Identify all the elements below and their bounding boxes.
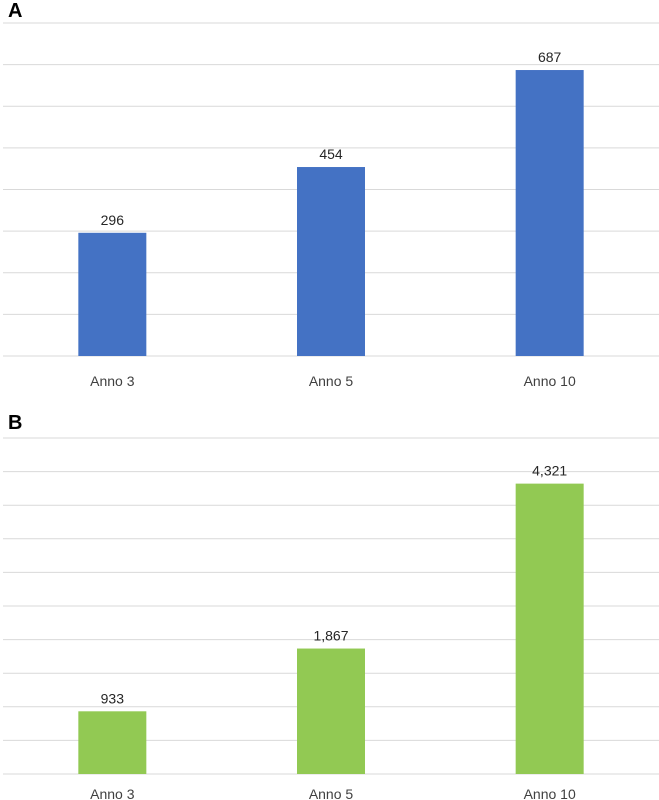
chart-panel-a: A 296 Anno 3 454 Anno 5 687 Anno 10 xyxy=(3,0,659,389)
bar-anno-5 xyxy=(297,167,365,356)
panel-label-b: B xyxy=(8,412,23,434)
category-label: Anno 3 xyxy=(90,373,135,389)
bar-anno-3 xyxy=(78,232,147,356)
bar-chart-a: 296 Anno 3 454 Anno 5 687 Anno 10 xyxy=(3,22,659,389)
bar-chart-b: 933 Anno 3 1,867 Anno 5 4,321 Anno 10 xyxy=(3,437,659,800)
category-label: Anno 5 xyxy=(309,373,354,389)
chart-panel-b: B 933 Anno 3 1,867 Anno 5 4,321 Anno 10 xyxy=(0,400,659,800)
category-label: Anno 5 xyxy=(309,786,354,800)
bar-anno-3 xyxy=(78,711,147,774)
data-label: 933 xyxy=(101,690,125,706)
category-label: Anno 10 xyxy=(524,373,576,389)
panel-label-a: A xyxy=(8,0,23,22)
category-label: Anno 3 xyxy=(90,786,135,800)
bar-anno-10 xyxy=(515,483,584,774)
data-label: 4,321 xyxy=(532,463,567,479)
data-label: 687 xyxy=(538,49,562,65)
bar-anno-10 xyxy=(515,70,584,356)
data-label: 454 xyxy=(319,146,343,162)
category-label: Anno 10 xyxy=(524,786,576,800)
data-label: 296 xyxy=(101,212,125,228)
data-label: 1,867 xyxy=(313,628,348,644)
bar-anno-5 xyxy=(297,648,365,774)
